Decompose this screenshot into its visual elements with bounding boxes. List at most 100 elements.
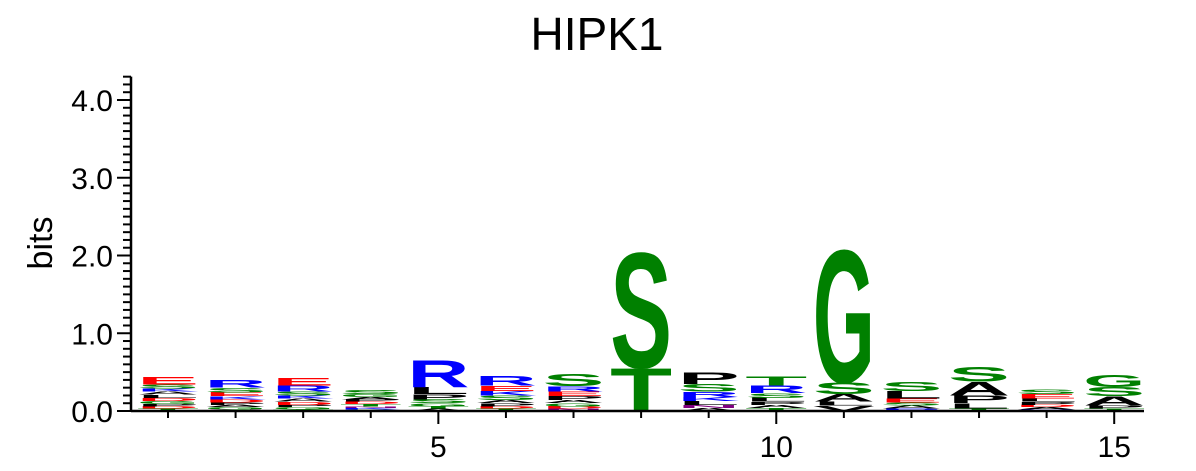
logo-letter-E: E xyxy=(880,397,942,403)
logo-letter-L: L xyxy=(813,401,875,407)
logo-letter-A: A xyxy=(745,404,807,409)
logo-letter-P: P xyxy=(272,404,334,408)
logo-letter-A: A xyxy=(137,391,199,396)
logo-letter-S: S xyxy=(407,398,469,404)
logo-letter-S: S xyxy=(678,382,740,394)
x-tick-label: 10 xyxy=(760,431,793,464)
logo-letter-V: V xyxy=(813,404,875,412)
logo-letter-S: S xyxy=(813,379,875,397)
y-axis-title: bits xyxy=(22,217,60,270)
logo-letter-P: P xyxy=(340,399,402,403)
logo-letter-L: L xyxy=(1016,398,1078,403)
y-tick-label: 2.0 xyxy=(71,241,113,274)
logo-letter-R: R xyxy=(543,385,605,393)
logo-letter-R: R xyxy=(678,390,740,398)
logo-letter-D: D xyxy=(340,401,402,405)
logo-column-3: TGPDAKSRE xyxy=(272,376,334,412)
logo-letter-L: L xyxy=(745,397,807,403)
logo-column-14: RADPLES xyxy=(1016,388,1078,412)
logo-letter-R: R xyxy=(407,352,469,395)
plot-area: TDPGDLAKSENGAPDKESRTGPDAKSREQKNTDPAGSATG… xyxy=(137,210,1145,424)
logo-letter-P: P xyxy=(745,401,807,406)
logo-letter-K: K xyxy=(678,396,740,402)
logo-letter-D: D xyxy=(205,399,267,404)
logo-letter-L: L xyxy=(678,400,740,406)
logo-letter-P: P xyxy=(678,369,740,387)
logo-letter-S: S xyxy=(1083,385,1145,400)
logo-letter-A: A xyxy=(678,407,740,412)
logo-letter-P: P xyxy=(1083,405,1145,410)
logo-letter-P: P xyxy=(948,394,1010,406)
logo-letter-P: P xyxy=(205,402,267,406)
logo-letter-T: T xyxy=(745,374,807,388)
logo-letter-K: K xyxy=(272,395,334,400)
logo-letter-A: A xyxy=(948,378,1010,400)
logo-letter-S: S xyxy=(137,384,199,390)
logo-letter-L: L xyxy=(137,394,199,399)
logo-letter-E: E xyxy=(543,390,605,397)
logo-letter-R: R xyxy=(272,384,334,394)
logo-letter-G: G xyxy=(543,402,605,407)
y-tick-label: 1.0 xyxy=(71,318,113,351)
logo-letter-R: R xyxy=(205,378,267,390)
logo-column-2: NGAPDKESR xyxy=(205,378,267,412)
logo-letter-G: G xyxy=(272,406,334,410)
logo-letter-A: A xyxy=(205,404,267,408)
chart-title: HIPK1 xyxy=(531,8,664,60)
logo-letter-G: G xyxy=(813,210,875,423)
x-tick-label: 5 xyxy=(430,431,447,464)
logo-letter-N: N xyxy=(678,404,740,409)
logo-column-5: ATGSPLR xyxy=(407,352,469,411)
logo-letter-K: K xyxy=(137,388,199,393)
x-tick-label: 15 xyxy=(1098,431,1131,464)
logo-letter-D: D xyxy=(272,401,334,406)
logo-letter-D: D xyxy=(543,406,605,410)
logo-letter-A: A xyxy=(272,398,334,403)
logo-letter-L: L xyxy=(880,389,942,401)
logo-letter-K: K xyxy=(475,390,537,397)
logo-letter-A: A xyxy=(880,405,942,410)
logo-letter-E: E xyxy=(137,375,199,387)
logo-letter-E: E xyxy=(272,376,334,388)
logo-letter-S: S xyxy=(880,402,942,407)
logo-letter-G: G xyxy=(205,406,267,410)
logo-letter-A: A xyxy=(543,399,605,404)
logo-letter-E: E xyxy=(205,391,267,397)
logo-letter-D: D xyxy=(137,397,199,402)
logo-column-4: QKNTDPAGS xyxy=(340,389,402,412)
logo-column-13: TLPAS xyxy=(948,362,1010,412)
logo-column-1: TDPGDLAKSE xyxy=(137,375,199,412)
logo-letter-T: T xyxy=(340,403,402,407)
y-axis: 0.0 1.0 2.0 3.0 4.0 xyxy=(71,75,133,429)
logo-letter-G: G xyxy=(407,402,469,407)
logo-letter-P: P xyxy=(543,395,605,401)
logo-letter-N: N xyxy=(340,406,402,408)
logo-letter-A: A xyxy=(340,396,402,400)
logo-letter-L: L xyxy=(948,402,1010,410)
logo-letter-D: D xyxy=(137,406,199,410)
logo-letter-S: S xyxy=(610,220,672,404)
logo-letter-E: E xyxy=(475,384,537,393)
logo-letter-S: S xyxy=(340,389,402,395)
logo-letter-D: D xyxy=(475,406,537,410)
logo-letter-K: K xyxy=(205,395,267,400)
logo-letter-P: P xyxy=(1016,401,1078,406)
logo-letter-S: S xyxy=(948,362,1010,386)
logo-column-12: RASELS xyxy=(880,379,942,411)
logo-letter-D: D xyxy=(1016,404,1078,408)
logo-letter-A: A xyxy=(813,392,875,404)
logo-letter-A: A xyxy=(1016,406,1078,410)
y-tick-label: 0.0 xyxy=(71,396,113,429)
logo-letter-T: T xyxy=(407,406,469,410)
logo-letter-P: P xyxy=(407,392,469,401)
logo-letter-R: R xyxy=(475,373,537,389)
logo-letter-S: S xyxy=(475,394,537,401)
logo-letter-K: K xyxy=(340,407,402,409)
logo-letter-G: G xyxy=(137,400,199,405)
logo-letter-S: S xyxy=(543,371,605,390)
logo-letter-G: G xyxy=(340,393,402,398)
